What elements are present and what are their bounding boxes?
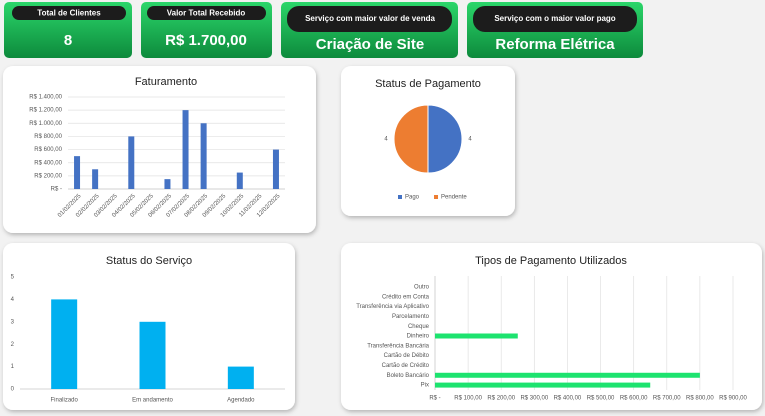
bar xyxy=(139,321,166,389)
x-tick-label: R$ 600,00 xyxy=(620,396,648,402)
kpi-pill xyxy=(287,6,452,32)
bar xyxy=(435,333,518,339)
y-tick-label: 3 xyxy=(11,319,15,325)
x-tick-label: R$ 500,00 xyxy=(587,396,615,402)
legend-label: Pago xyxy=(405,195,420,201)
y-tick-label: R$ 600,00 xyxy=(34,147,62,153)
x-tick-label: R$ 300,00 xyxy=(520,396,548,402)
chart-title: Faturamento xyxy=(135,76,197,88)
y-tick-label: Outro xyxy=(414,284,430,290)
bar xyxy=(227,366,254,389)
kpi-value: 8 xyxy=(64,32,72,49)
kpi-title: Serviço com maior valor de venda xyxy=(305,14,435,23)
y-tick-label: R$ 200,00 xyxy=(34,173,62,179)
y-tick-label: Cartão de Débito xyxy=(384,353,430,359)
y-tick-label: Dinheiro xyxy=(407,334,430,340)
y-tick-label: R$ 1.000,00 xyxy=(29,121,62,127)
x-tick-label: R$ 100,00 xyxy=(454,396,482,402)
y-tick-label: R$ 1.200,00 xyxy=(29,108,62,114)
bar xyxy=(236,172,243,189)
bar xyxy=(92,169,99,189)
x-tick-label: R$ 800,00 xyxy=(686,396,714,402)
x-tick-label: R$ 700,00 xyxy=(653,396,681,402)
x-tick-label: R$ 900,00 xyxy=(719,396,747,402)
data-label: 4 xyxy=(384,137,388,143)
x-tick-label: R$ 400,00 xyxy=(554,396,582,402)
chart-title: Status de Pagamento xyxy=(375,78,481,90)
kpi-title: Valor Total Recebido xyxy=(167,9,246,18)
y-tick-label: 2 xyxy=(11,342,15,348)
x-tick-label: Em andamento xyxy=(132,398,173,404)
x-tick-label: R$ 200,00 xyxy=(487,396,515,402)
kpi-pill xyxy=(147,6,266,20)
bar xyxy=(200,123,207,189)
legend-swatch xyxy=(398,195,402,199)
y-tick-label: Cartão de Crédito xyxy=(382,363,430,369)
kpi-title: Total de Clientes xyxy=(37,9,101,18)
kpi-value: Criação de Site xyxy=(316,36,424,53)
kpi-value: Reforma Elétrica xyxy=(495,36,615,53)
y-tick-label: Transferência via Aplicativo xyxy=(356,304,429,310)
y-tick-label: Parcelamento xyxy=(392,314,430,320)
y-tick-label: 1 xyxy=(11,364,15,370)
legend-swatch xyxy=(434,195,439,199)
bar xyxy=(51,299,78,389)
kpi-value: R$ 1.700,00 xyxy=(165,32,247,49)
panel xyxy=(341,243,762,410)
bar xyxy=(74,156,81,189)
kpi-title: Serviço com o maior valor pago xyxy=(494,14,615,23)
data-label: 4 xyxy=(468,137,472,143)
y-tick-label: Pix xyxy=(421,383,429,389)
y-tick-label: 4 xyxy=(11,297,15,303)
kpi-cards: Total de Clientes 8 Valor Total Recebido… xyxy=(4,2,643,58)
y-tick-label: R$ - xyxy=(51,187,62,193)
chart-title: Tipos de Pagamento Utilizados xyxy=(475,255,627,267)
bar xyxy=(435,382,651,388)
kpi-pill xyxy=(12,6,126,20)
y-tick-label: Crédito em Conta xyxy=(382,294,430,300)
chart-title: Status do Serviço xyxy=(106,255,192,267)
y-tick-label: Transferência Bancária xyxy=(367,343,429,349)
y-tick-label: 5 xyxy=(11,275,15,281)
y-tick-label: R$ 1.400,00 xyxy=(29,95,62,101)
bar xyxy=(435,372,700,378)
y-tick-label: Boleto Bancário xyxy=(387,373,430,379)
pie-slice xyxy=(393,104,429,174)
y-tick-label: 0 xyxy=(11,387,15,393)
legend-label: Pendente xyxy=(441,195,467,201)
bar xyxy=(272,149,279,189)
y-tick-label: Cheque xyxy=(408,324,430,330)
bar xyxy=(164,179,171,189)
kpi-pill xyxy=(473,6,637,32)
y-tick-label: R$ 800,00 xyxy=(34,134,62,140)
pie-slice xyxy=(427,104,463,174)
x-tick-label: Agendado xyxy=(227,398,255,404)
x-tick-label: R$ - xyxy=(429,396,440,402)
y-tick-label: R$ 400,00 xyxy=(34,160,62,166)
bar xyxy=(182,110,189,189)
x-tick-label: Finalizado xyxy=(50,398,78,404)
bar xyxy=(128,136,135,189)
